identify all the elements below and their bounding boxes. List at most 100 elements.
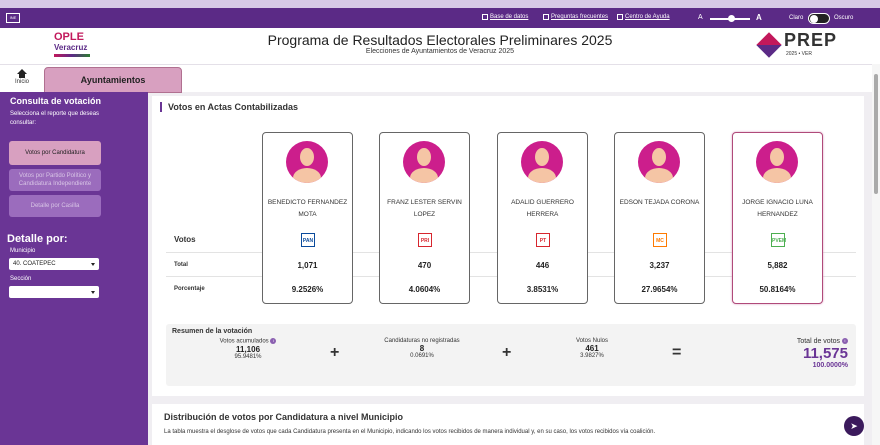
font-increase[interactable]: A (756, 13, 762, 22)
candidate-card: EDSON TEJADA CORONA MC 3,237 27.9654% (614, 132, 705, 304)
prep-diamond-icon (756, 32, 782, 58)
candidate-pct: 27.9654% (641, 285, 678, 294)
top-strip (0, 0, 880, 8)
main-content: Votos en Actas Contabilizadas Votos Tota… (150, 92, 867, 445)
candidate-total: 470 (417, 261, 432, 270)
summary-title: Resumen de la votación (172, 328, 253, 335)
detalle-casilla-button[interactable]: Detalle por Casilla (9, 195, 101, 217)
equals-icon: = (672, 344, 682, 361)
candidate-name: EDSON TEJADA CORONA (619, 199, 700, 206)
info-icon[interactable]: i (842, 338, 848, 345)
theme-light-label: Claro (789, 15, 804, 21)
candidate-avatar (521, 141, 563, 183)
nulos-pct: 3.9827% (580, 353, 604, 359)
theme-dark-label: Oscuro (834, 15, 854, 21)
ine-logo: INE (6, 13, 20, 23)
distribution-text: La tabla muestra el desglose de votos qu… (164, 429, 656, 435)
party-logo: PVEM (771, 233, 786, 247)
distribution-title: Distribución de votos por Candidatura a … (164, 412, 404, 422)
navbar: Inicio Ayuntamientos (0, 64, 880, 93)
total-votos: Total de votos i 11,575 100.0000% (797, 338, 848, 369)
help-icon (617, 14, 623, 20)
plus-icon: + (330, 344, 340, 361)
municipio-select[interactable]: 40. COATEPEC (9, 258, 99, 270)
votos-candidatura-button[interactable]: Votos por Candidatura (9, 141, 101, 165)
detail-title: Detalle por: (7, 233, 68, 245)
base-datos-link[interactable]: Base de datos (482, 14, 528, 20)
candidate-name: JORGE IGNACIO LUNA HERNANDEZ (742, 199, 813, 218)
seccion-label: Sección (10, 276, 32, 282)
candidate-card: FRANZ LESTER SERVIN LOPEZ PRI 470 4.0604% (379, 132, 470, 304)
slider-knob[interactable] (728, 15, 735, 22)
sidebar-title: Consulta de votación (10, 96, 102, 106)
scrollbar-thumb[interactable] (874, 74, 878, 194)
scrollbar[interactable] (872, 64, 880, 445)
candidate-pct: 9.2526% (291, 285, 324, 294)
party-logo: PAN (301, 233, 315, 247)
acumulados-pct: 95.9481% (234, 353, 262, 360)
party-logo: PRI (418, 233, 432, 247)
candidate-total: 446 (535, 261, 550, 270)
candidate-name: BENEDICTO FERNANDEZ MOTA (267, 199, 348, 218)
question-icon (543, 14, 549, 20)
candidate-card: JORGE IGNACIO LUNA HERNANDEZ PVEM 5,882 50.… (732, 132, 823, 304)
candidate-name: ADALID GUERRERO HERRERA (511, 199, 574, 218)
candidate-avatar (638, 141, 680, 183)
no-reg-value: 8 (419, 344, 425, 353)
sidebar-prompt: Selecciona el reporte que deseas consult… (10, 111, 100, 126)
total-value: 11,575 (802, 345, 848, 362)
nulos-value: 461 (585, 344, 599, 353)
party-logo: MC (653, 233, 667, 247)
page-title: Programa de Resultados Electorales Preli… (267, 32, 613, 48)
info-icon[interactable]: i (270, 338, 277, 344)
candidate-total: 5,882 (767, 261, 788, 270)
ople-logo-bar (54, 54, 90, 57)
seccion-select[interactable] (9, 286, 99, 298)
candidaturas-no-registradas: Candidaturas no registradas 8 0.0691% (372, 338, 472, 359)
candidate-avatar (403, 141, 445, 183)
candidate-pct: 50.8164% (759, 285, 796, 294)
home-button[interactable]: Inicio (10, 69, 34, 85)
candidate-pct: 4.0604% (408, 285, 441, 294)
row-label-porcentaje: Porcentaje (174, 286, 205, 292)
prep-word: PREP (784, 30, 838, 50)
total-pct: 100.0000% (812, 362, 848, 369)
candidate-avatar (286, 141, 328, 183)
centro-ayuda-link[interactable]: Centro de Ayuda (617, 14, 670, 20)
no-reg-pct: 0.0691% (410, 353, 434, 359)
candidate-card: BENEDICTO FERNANDEZ MOTA PAN 1,071 9.2526% (262, 132, 353, 304)
row-label-total: Total (174, 262, 188, 268)
sidebar: Consulta de votación Selecciona el repor… (0, 92, 148, 445)
font-decrease[interactable]: A (698, 14, 703, 21)
candidate-card: ADALID GUERRERO HERRERA PT 446 3.8531% (497, 132, 588, 304)
preguntas-link[interactable]: Preguntas frecuentes (543, 14, 608, 20)
chevron-down-icon (91, 263, 95, 266)
total-label: Total de votos (796, 338, 841, 345)
candidate-avatar (756, 141, 798, 183)
municipio-value: 40. COATEPEC (13, 261, 56, 267)
toggle-knob (810, 15, 818, 23)
font-size-slider[interactable] (710, 15, 750, 22)
votos-partido-button[interactable]: Votos por Partido Político y Candidatura… (9, 169, 101, 191)
no-reg-label: Candidaturas no registradas (384, 338, 460, 344)
acumulados-value: 11,106 (235, 344, 261, 354)
utility-bar: INE Base de datos Preguntas frecuentes C… (0, 8, 880, 28)
candidate-total: 1,071 (297, 261, 318, 270)
share-icon: ➤ (850, 421, 858, 431)
home-icon (17, 69, 27, 78)
theme-toggle[interactable] (808, 13, 830, 24)
header: OPLE Veracruz Programa de Resultados Ele… (0, 28, 880, 64)
distribution-card: Distribución de votos por Candidatura a … (152, 404, 864, 445)
tab-ayuntamientos[interactable]: Ayuntamientos (44, 67, 182, 93)
municipio-label: Municipio (10, 248, 36, 254)
prep-year: 2025 • VER (786, 51, 812, 57)
votes-section-title: Votos en Actas Contabilizadas (160, 102, 298, 112)
chevron-down-icon (91, 291, 95, 294)
ople-logo[interactable]: OPLE Veracruz (54, 32, 94, 60)
preguntas-label: Preguntas frecuentes (551, 14, 609, 20)
share-button[interactable]: ➤ (844, 416, 864, 436)
ople-logo-bottom: Veracruz (54, 43, 88, 52)
row-label-votos: Votos (174, 235, 196, 244)
candidate-name: FRANZ LESTER SERVIN LOPEZ (387, 199, 462, 218)
page-subtitle: Elecciones de Ayuntamientos de Veracruz … (365, 48, 515, 55)
